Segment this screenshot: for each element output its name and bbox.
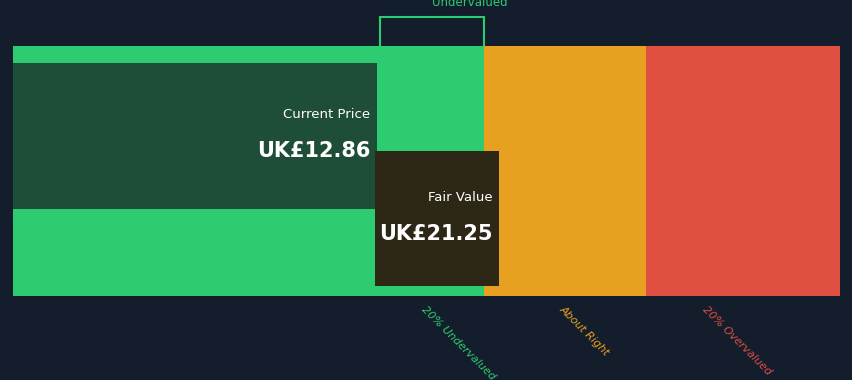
Bar xyxy=(13,46,483,296)
Text: UK£12.86: UK£12.86 xyxy=(256,141,370,161)
Bar xyxy=(645,46,839,296)
Text: 20% Overvalued: 20% Overvalued xyxy=(700,304,773,377)
Text: Fair Value: Fair Value xyxy=(427,191,492,204)
Text: UK£21.25: UK£21.25 xyxy=(378,224,492,244)
Text: About Right: About Right xyxy=(557,304,611,358)
Bar xyxy=(13,63,377,209)
Text: 20% Undervalued: 20% Undervalued xyxy=(419,304,497,380)
Bar xyxy=(483,46,645,296)
Bar xyxy=(375,151,498,287)
Text: Undervalued: Undervalued xyxy=(431,0,507,10)
Text: Current Price: Current Price xyxy=(283,108,370,122)
